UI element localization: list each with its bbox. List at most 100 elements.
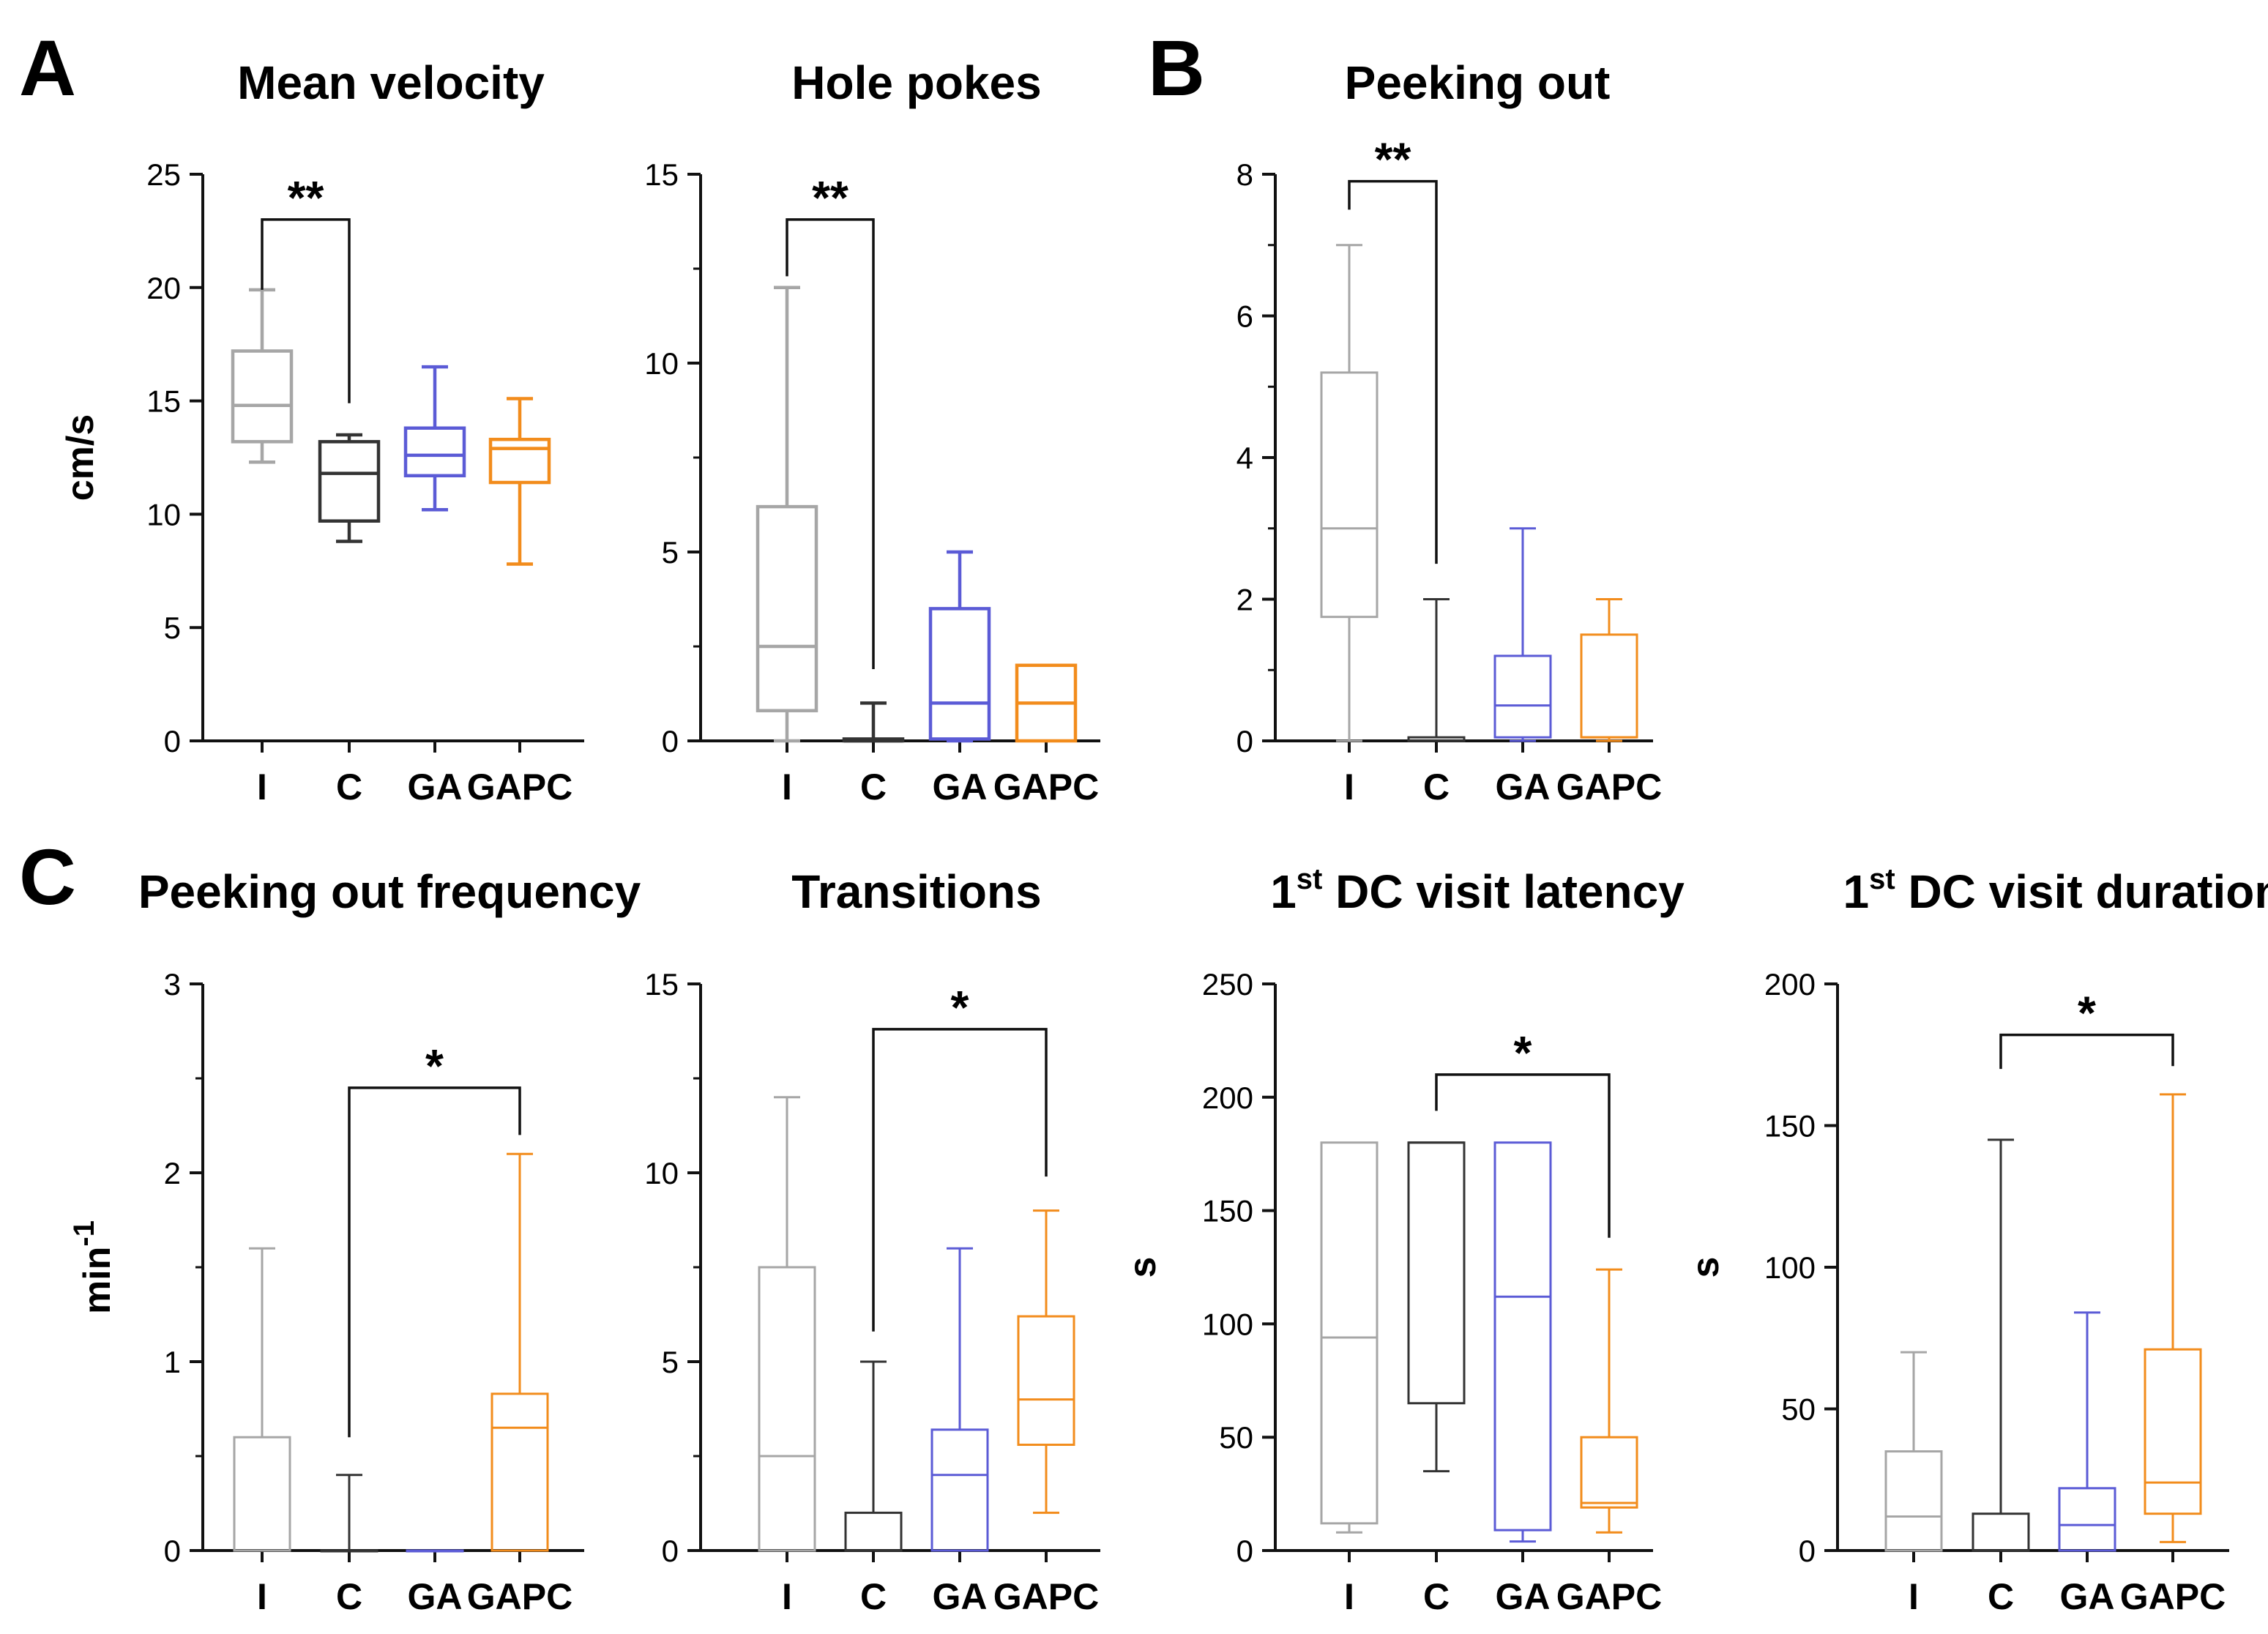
box-ga [1493,527,1552,742]
x-category-label: I [782,766,792,807]
box-iqr [2058,1487,2116,1552]
x-category-label: GA [1496,766,1551,807]
x-category-label: C [336,766,362,807]
significance-bracket [1999,1033,2174,1070]
significance-bracket [348,1086,521,1438]
box-i [758,1096,816,1552]
y-tick-label: 10 [644,346,679,381]
box-i [1320,244,1379,742]
box-gapc [1580,1268,1638,1534]
box-iqr [233,1436,291,1552]
box-iqr [1320,371,1379,619]
box-gapc [488,397,551,566]
significance-label: * [425,1040,444,1092]
x-category-label: GA [408,1576,463,1617]
chart-title-text: DC visit latency [1322,865,1685,918]
box-iqr [1407,1141,1466,1405]
box-i [231,288,294,464]
y-tick-label: 15 [644,967,679,1001]
box-iqr [403,426,466,478]
chart-transitions: Transitions 0 5 10 15 I C GA GAPC * [644,865,1100,1617]
chart-title: Mean velocity [237,56,545,109]
box-c [842,701,905,743]
significance-bracket [1435,1073,1611,1238]
y-tick-label: 6 [1236,299,1253,334]
x-category-label: I [257,766,267,807]
box-iqr [1493,654,1552,739]
y-tick-label: 2 [164,1156,181,1190]
x-category-label: GAPC [1556,766,1662,807]
y-tick-label: 250 [1202,967,1253,1001]
box-iqr [318,440,381,523]
box-c [1972,1138,2030,1552]
x-category-label: C [860,766,887,807]
box-iqr [1884,1450,1943,1552]
y-axis-label: s [1122,1257,1164,1278]
y-axis-label: cm/s [59,414,102,501]
y-tick-label: 200 [1764,967,1816,1001]
chart-title-prefix: 1 [1270,865,1297,918]
y-tick-label: 15 [146,384,181,419]
y-tick-label: 0 [662,1534,679,1568]
x-category-label: GA [408,766,463,807]
box-iqr [844,1511,903,1552]
y-tick-label: 0 [1236,724,1253,758]
y-tick-label: 2 [1236,583,1253,617]
box-gapc [2144,1093,2202,1543]
significance-bracket [872,1028,1048,1332]
chart-hole-pokes: Hole pokes 0 5 10 15 I C GA GAPC ** [644,56,1100,807]
chart-title-text: DC visit duration [1895,865,2268,918]
panel-label-b: B [1148,23,1205,112]
y-axis-label: min-1 [68,1220,119,1314]
box-gapc [1580,598,1638,742]
y-tick-label: 100 [1202,1307,1253,1341]
chart-title: Transitions [791,865,1041,918]
x-category-label: I [1909,1576,1919,1617]
box-iqr [231,349,294,444]
box-gapc [1017,1209,1075,1514]
box-ga [930,1247,989,1552]
y-tick-label: 150 [1764,1109,1816,1144]
significance-label: * [2078,987,2096,1040]
box-ga [2058,1311,2116,1552]
box-ga [403,365,466,512]
y-tick-label: 10 [644,1156,679,1190]
significance-label: ** [1375,133,1411,186]
y-tick-label: 25 [146,157,181,192]
x-category-label: I [1344,766,1354,807]
y-tick-label: 5 [662,1345,679,1379]
y-tick-label: 1 [164,1345,181,1379]
box-c [1407,1141,1466,1473]
y-tick-label: 0 [1236,1534,1253,1568]
panel-label-a: A [19,23,76,112]
box-iqr [1320,1141,1379,1525]
box-iqr [758,1266,816,1552]
significance-bracket [261,218,351,403]
y-tick-label: 0 [1799,1534,1816,1568]
y-tick-label: 5 [662,535,679,570]
x-category-label: C [1988,1576,2014,1617]
chart-title-prefix: 1 [1843,865,1870,918]
box-i [1884,1351,1943,1552]
box-gapc [1015,663,1078,743]
y-tick-label: 0 [164,1534,181,1568]
box-iqr [1580,633,1638,739]
panel-label-c: C [19,832,76,921]
y-tick-label: 3 [164,967,181,1001]
y-tick-label: 0 [662,724,679,758]
y-tick-label: 15 [644,157,679,192]
y-axis-label: s [1685,1257,1727,1278]
y-tick-label: 50 [1781,1392,1816,1427]
box-c [320,1474,378,1553]
significance-label: * [951,981,969,1034]
chart-mean-velocity: Mean velocity 0 5 10 15 20 25 cm/s I C GA GAPC ** [59,56,584,807]
chart-title-superscript: st [1869,863,1895,895]
chart-title: Peeking out frequency [138,865,641,918]
chart-peeking-out-frequency: Peeking out frequency 0 1 2 3 min-1 I C GA GAPC * [68,865,641,1617]
x-category-label: C [1423,766,1450,807]
chart-title-superscript: st [1297,863,1323,895]
y-tick-label: 10 [146,497,181,531]
x-category-label: GA [2060,1576,2115,1617]
x-category-label: GAPC [1556,1576,1662,1617]
